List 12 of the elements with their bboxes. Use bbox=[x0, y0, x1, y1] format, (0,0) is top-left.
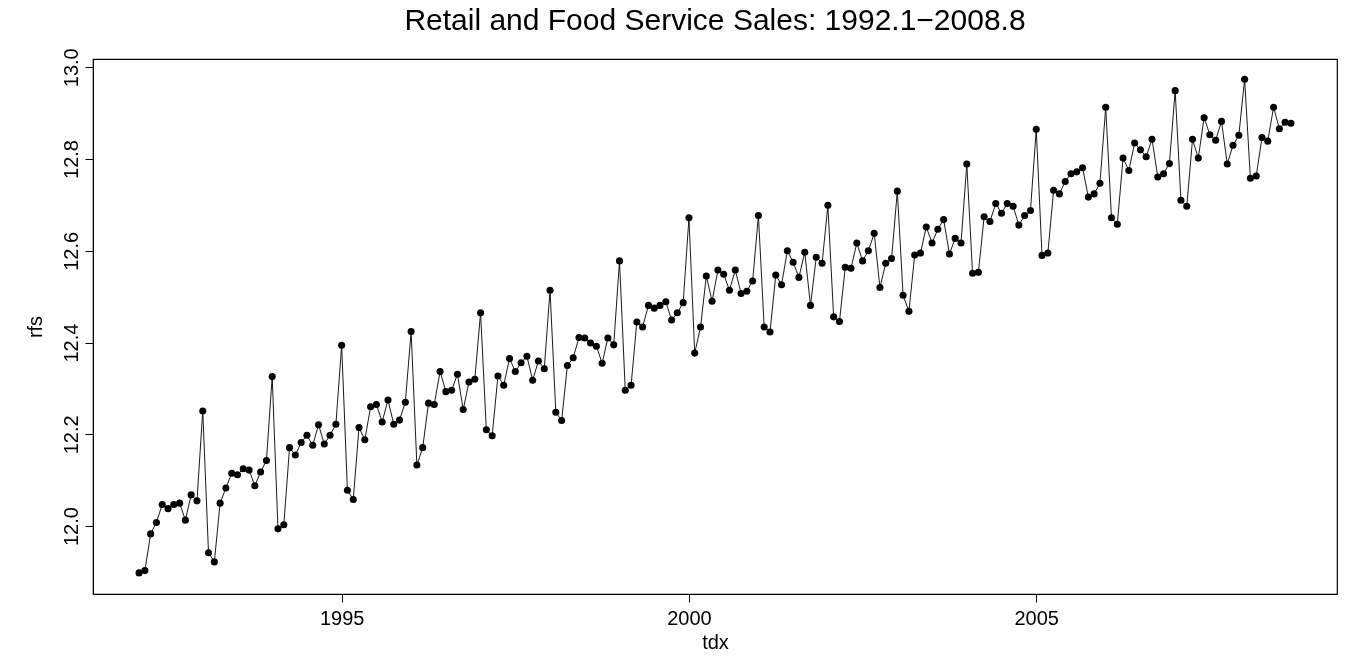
x-axis-title: tdx bbox=[702, 630, 729, 653]
y-tick-label: 12.6 bbox=[59, 231, 82, 271]
chart-title: Retail and Food Service Sales: 1992.1−2008.8 bbox=[404, 2, 1026, 36]
y-tick-label: 13.0 bbox=[59, 48, 82, 88]
x-tick-label: 1995 bbox=[319, 606, 365, 629]
x-tick-label: 2005 bbox=[1014, 606, 1059, 629]
y-tick-label: 12.4 bbox=[59, 323, 82, 363]
y-tick-label: 12.8 bbox=[59, 140, 82, 179]
y-tick-label: 12.0 bbox=[59, 507, 82, 547]
y-tick-label: 12.2 bbox=[59, 415, 82, 455]
x-tick-label: 2000 bbox=[667, 606, 712, 629]
y-axis-title: rfs bbox=[23, 315, 46, 339]
